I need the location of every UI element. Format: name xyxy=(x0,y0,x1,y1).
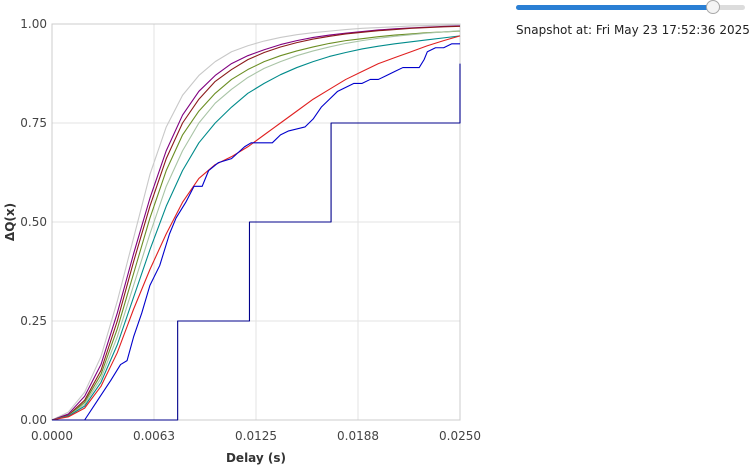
series-line-2 xyxy=(51,25,461,421)
series-line-7 xyxy=(51,35,461,421)
series-line-6 xyxy=(51,35,461,421)
x-tick-label: 0.0188 xyxy=(337,429,379,443)
x-tick-label: 0.0125 xyxy=(235,429,277,443)
series-line-1 xyxy=(51,24,461,421)
snapshot-label: Snapshot at: Fri May 23 17:52:36 2025 xyxy=(516,23,750,37)
series-line-9 xyxy=(52,63,461,421)
x-tick-label: 0.0000 xyxy=(31,429,73,443)
x-axis-title: Delay (s) xyxy=(226,451,286,465)
slider-thumb[interactable] xyxy=(705,0,720,14)
plot-frame xyxy=(51,23,461,421)
snapshot-time: Fri May 23 17:52:36 2025 xyxy=(595,23,750,37)
y-axis-title: ΔQ(x) xyxy=(3,203,17,241)
snapshot-prefix: Snapshot at: xyxy=(516,23,593,37)
slider-fill xyxy=(516,5,713,10)
series-line-5 xyxy=(51,30,461,421)
series-line-8 xyxy=(52,43,460,421)
x-tick-label: 0.0063 xyxy=(133,429,175,443)
y-tick-label: 0.00 xyxy=(20,413,47,427)
y-tick-label: 0.50 xyxy=(20,215,47,229)
x-axis-ticks: 0.0000 0.0063 0.0125 0.0188 0.0250 xyxy=(31,429,481,443)
y-tick-label: 0.75 xyxy=(20,116,47,130)
y-tick-label: 0.25 xyxy=(20,314,47,328)
series-line-3 xyxy=(51,25,461,421)
cdf-chart: 0.0000 0.0063 0.0125 0.0188 0.0250 0.000.250… xyxy=(3,17,481,465)
series-layer xyxy=(51,24,461,421)
snapshot-slider[interactable] xyxy=(516,0,745,14)
series-line-4 xyxy=(51,30,461,421)
y-tick-label: 1.00 xyxy=(20,17,47,31)
x-tick-label: 0.0250 xyxy=(439,429,481,443)
y-axis-ticks: 0.00 0.25 0.50 0.75 1.00 xyxy=(20,17,47,427)
